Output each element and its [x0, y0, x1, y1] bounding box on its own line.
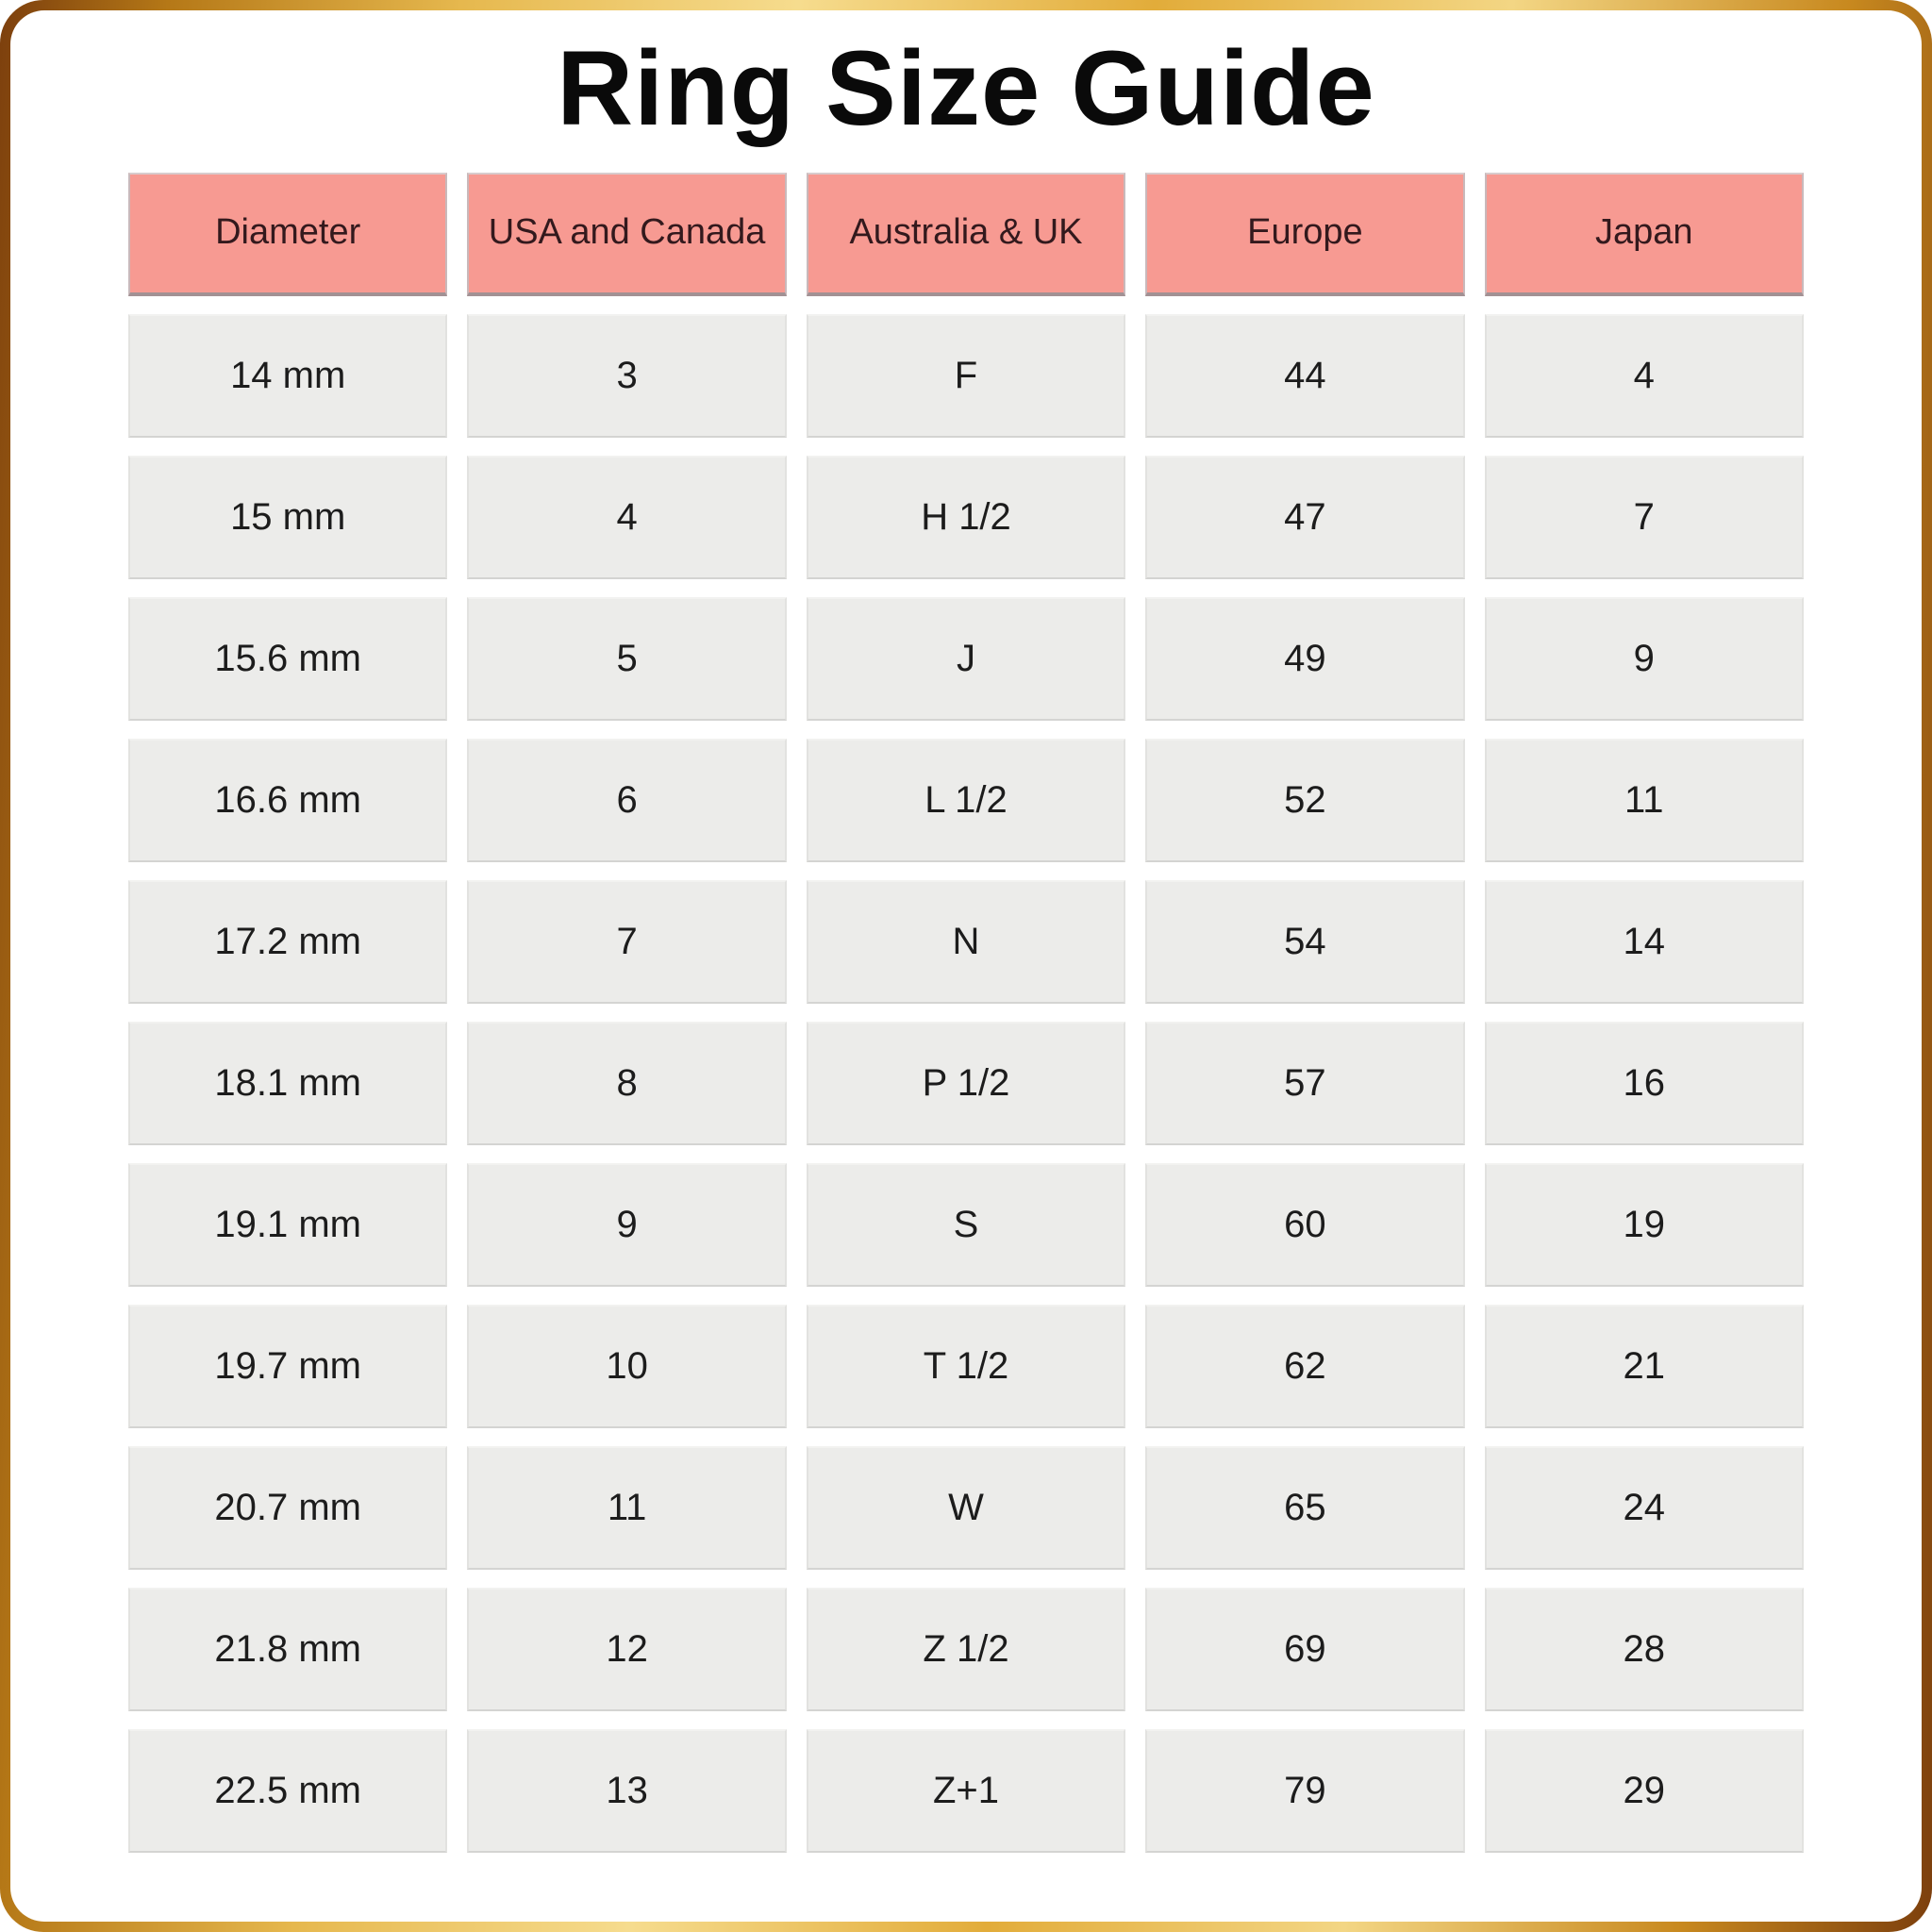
table-cell: 20.7 mm [128, 1445, 448, 1570]
table-cell: 19 [1484, 1162, 1804, 1287]
table-cell: 16 [1484, 1021, 1804, 1145]
table-cell: 21 [1484, 1304, 1804, 1428]
table-cell: 12 [467, 1587, 787, 1711]
table-cell: 69 [1145, 1587, 1465, 1711]
column-header-europe: Europe [1145, 172, 1465, 296]
table-cell: 22.5 mm [128, 1728, 448, 1853]
table-cell: 10 [467, 1304, 787, 1428]
table-cell: L 1/2 [806, 738, 1126, 862]
table-cell: 7 [1484, 455, 1804, 579]
table-cell: 14 [1484, 879, 1804, 1004]
table-cell: 19.1 mm [128, 1162, 448, 1287]
table-cell: H 1/2 [806, 455, 1126, 579]
table-cell: 44 [1145, 313, 1465, 438]
table-cell: 18.1 mm [128, 1021, 448, 1145]
table-cell: 79 [1145, 1728, 1465, 1853]
table-cell: 16.6 mm [128, 738, 448, 862]
column-header-diameter: Diameter [128, 172, 448, 296]
table-cell: J [806, 596, 1126, 721]
table-cell: 9 [467, 1162, 787, 1287]
table-cell: F [806, 313, 1126, 438]
table-cell: 11 [1484, 738, 1804, 862]
table-cell: 4 [467, 455, 787, 579]
table-cell: 60 [1145, 1162, 1465, 1287]
table-cell: 65 [1145, 1445, 1465, 1570]
table-cell: 24 [1484, 1445, 1804, 1570]
table-cell: N [806, 879, 1126, 1004]
table-cell: 57 [1145, 1021, 1465, 1145]
table-cell: 3 [467, 313, 787, 438]
table-cell: 4 [1484, 313, 1804, 438]
table-cell: 9 [1484, 596, 1804, 721]
table-cell: 47 [1145, 455, 1465, 579]
table-cell: 52 [1145, 738, 1465, 862]
column-header-australia-uk: Australia & UK [806, 172, 1126, 296]
column-header-japan: Japan [1484, 172, 1804, 296]
table-cell: 15.6 mm [128, 596, 448, 721]
table-cell: 5 [467, 596, 787, 721]
page-background: Ring Size Guide Diameter USA and Canada Au… [10, 10, 1922, 1922]
table-cell: 11 [467, 1445, 787, 1570]
table-cell: 13 [467, 1728, 787, 1853]
table-cell: 21.8 mm [128, 1587, 448, 1711]
table-cell: P 1/2 [806, 1021, 1126, 1145]
table-cell: 29 [1484, 1728, 1804, 1853]
table-cell: Z 1/2 [806, 1587, 1126, 1711]
table-cell: 7 [467, 879, 787, 1004]
column-header-usa-and-canada: USA and Canada [467, 172, 787, 296]
table-cell: 17.2 mm [128, 879, 448, 1004]
table-cell: W [806, 1445, 1126, 1570]
table-cell: 54 [1145, 879, 1465, 1004]
table-cell: Z+1 [806, 1728, 1126, 1853]
table-cell: 19.7 mm [128, 1304, 448, 1428]
table-cell: 14 mm [128, 313, 448, 438]
ring-size-table: Diameter USA and Canada Australia & UK Euro… [128, 172, 1804, 1853]
table-cell: 8 [467, 1021, 787, 1145]
table-cell: 6 [467, 738, 787, 862]
table-cell: 49 [1145, 596, 1465, 721]
table-cell: T 1/2 [806, 1304, 1126, 1428]
page-title: Ring Size Guide [557, 29, 1375, 147]
table-cell: 28 [1484, 1587, 1804, 1711]
table-cell: 15 mm [128, 455, 448, 579]
table-cell: S [806, 1162, 1126, 1287]
table-cell: 62 [1145, 1304, 1465, 1428]
